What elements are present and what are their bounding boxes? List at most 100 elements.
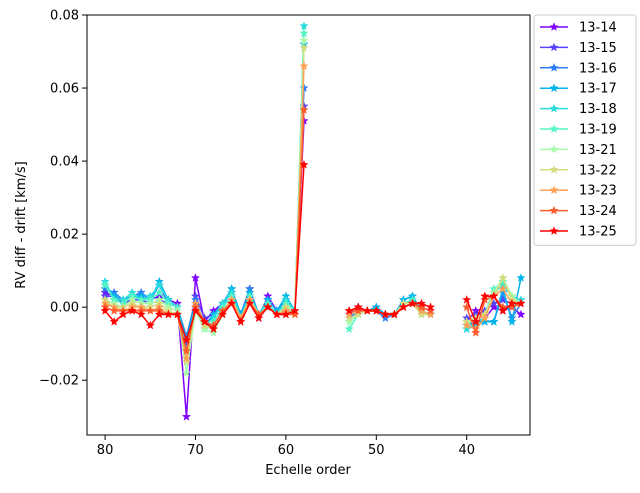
legend-entry: 13-24: [540, 204, 617, 219]
data-point: [236, 316, 246, 326]
data-point: [118, 309, 128, 319]
data-point: [462, 324, 472, 334]
legend-entry: 13-14: [540, 21, 617, 36]
x-tick-label: 40: [458, 443, 475, 458]
legend-entry: 13-16: [540, 61, 617, 76]
data-point: [480, 313, 490, 323]
data-point: [416, 309, 427, 319]
legend-marker: [549, 83, 559, 93]
legend: 13-14 13-15 13-16 13-17 13-18 13-19 13-21 13-22…: [533, 14, 637, 246]
data-point: [416, 305, 427, 315]
legend-marker: [549, 185, 559, 195]
legend-label: 13-14: [579, 21, 617, 36]
legend-entry: 13-21: [540, 143, 617, 158]
data-point: [471, 316, 481, 326]
legend-label: 13-22: [579, 163, 617, 178]
data-point: [353, 305, 363, 315]
y-axis-label: RV diff - drift [km/s]: [14, 161, 29, 288]
data-point: [480, 294, 490, 304]
series-layer: [100, 21, 526, 421]
y-tick-label: 0.02: [50, 228, 79, 243]
data-point: [299, 42, 309, 52]
data-point: [263, 302, 273, 312]
data-point: [344, 309, 354, 319]
data-point: [480, 291, 490, 301]
data-point: [516, 298, 526, 308]
data-point: [199, 316, 210, 326]
legend-marker: [549, 205, 559, 215]
legend-label: 13-21: [579, 143, 617, 158]
data-point: [516, 273, 526, 282]
x-tick-label: 60: [278, 443, 295, 458]
data-point: [290, 305, 300, 315]
data-point: [245, 298, 255, 308]
data-point: [145, 320, 155, 330]
y-tick-label: 0.04: [50, 155, 79, 170]
legend-label: 13-19: [579, 123, 617, 138]
legend-entry: 13-25: [540, 225, 617, 240]
data-point: [226, 298, 237, 308]
data-point: [299, 21, 309, 30]
data-point: [163, 309, 174, 319]
data-point: [344, 324, 354, 334]
data-point: [299, 61, 309, 71]
data-point: [136, 309, 146, 319]
legend-marker: [549, 42, 559, 52]
y-tick-label: −0.02: [39, 374, 79, 389]
legend-label: 13-17: [579, 82, 617, 97]
series-13-21: [100, 35, 526, 377]
series-13-24: [100, 105, 526, 355]
data-point: [471, 327, 481, 337]
data-point: [217, 309, 228, 319]
legend-marker: [549, 22, 559, 31]
data-point: [109, 316, 119, 326]
data-point: [272, 309, 282, 319]
data-point: [109, 305, 119, 315]
data-point: [145, 305, 155, 315]
legend-label: 13-25: [579, 225, 617, 240]
data-point: [154, 309, 165, 319]
data-point: [498, 276, 508, 286]
data-point: [498, 305, 508, 315]
data-point: [507, 316, 517, 326]
data-point: [507, 298, 517, 308]
data-point: [371, 305, 381, 315]
data-point: [299, 159, 309, 169]
legend-label: 13-24: [579, 204, 617, 219]
data-point: [254, 313, 264, 323]
legend-entry: 13-18: [540, 102, 617, 117]
data-point: [299, 83, 309, 93]
legend-entry: 13-23: [540, 184, 617, 199]
data-point: [290, 309, 300, 319]
data-point: [208, 327, 219, 337]
data-point: [480, 316, 490, 326]
data-point: [299, 28, 309, 38]
series-13-14: [100, 115, 526, 421]
legend-entry: 13-22: [540, 163, 617, 178]
plot-frame: [86, 14, 531, 436]
series-line: [104, 44, 522, 341]
data-point: [181, 346, 192, 355]
data-point: [425, 302, 436, 312]
legend-label: 13-23: [579, 184, 617, 199]
data-point: [516, 309, 526, 319]
data-point: [181, 357, 192, 366]
data-point: [353, 309, 363, 319]
y-tick-label: 0.06: [50, 82, 79, 97]
data-point: [154, 280, 164, 290]
legend-entry: 13-19: [540, 123, 617, 138]
data-point: [416, 302, 427, 312]
series-13-22: [100, 42, 526, 366]
legend-label: 13-16: [579, 61, 617, 76]
data-point: [100, 305, 110, 315]
data-point: [154, 287, 165, 297]
data-point: [190, 305, 201, 315]
data-point: [181, 353, 192, 363]
data-point: [380, 309, 391, 319]
data-point: [344, 305, 354, 315]
data-point: [489, 316, 499, 326]
series-line: [104, 120, 522, 418]
data-point: [100, 280, 110, 290]
data-point: [398, 302, 409, 312]
